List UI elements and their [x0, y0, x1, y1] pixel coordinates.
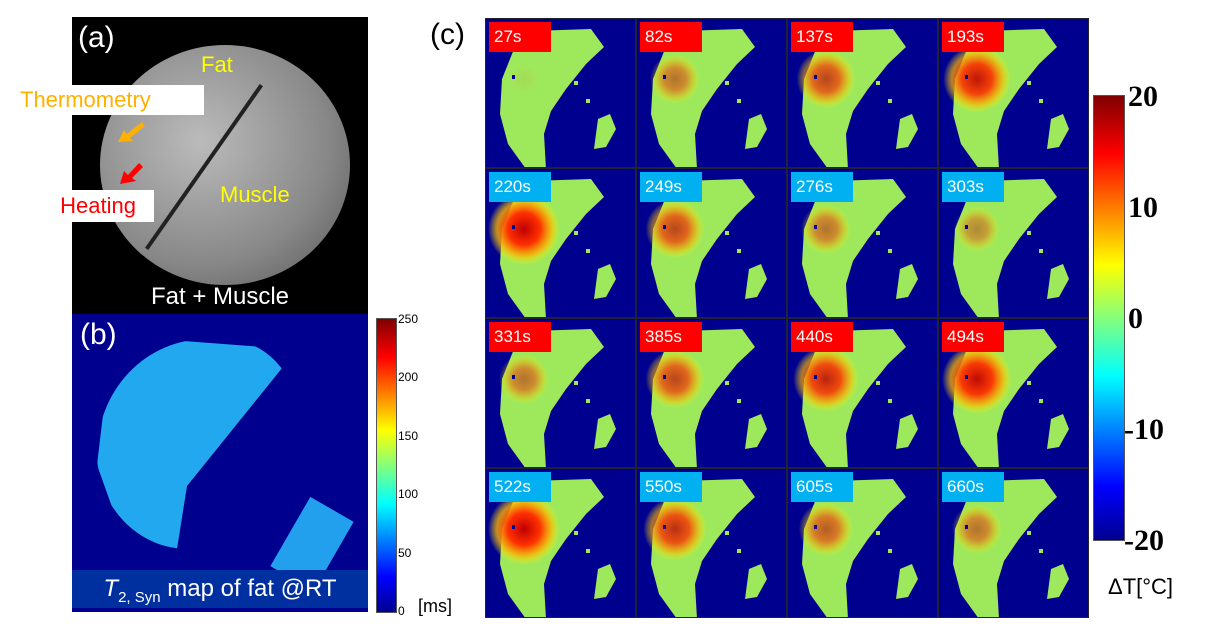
temperature-map-frame: 440s	[787, 318, 938, 468]
caption-b: T2, Syn map of fat @RT	[72, 570, 368, 608]
caption-b-t: T	[103, 575, 119, 602]
temperature-map-frame: 82s	[636, 18, 787, 168]
panel-b-t2-map: (b) T2, Syn map of fat @RT	[72, 314, 368, 612]
frame-time-label: 440s	[791, 322, 853, 352]
muscle-label: Muscle	[220, 182, 290, 207]
temperature-map	[488, 479, 616, 617]
temperature-map	[793, 329, 918, 467]
temperature-map	[499, 329, 616, 467]
temperature-map	[942, 329, 1069, 467]
colorbar-c-unit: ΔT[°C]	[1108, 574, 1174, 599]
colorbar-c-tick: 20	[1128, 80, 1158, 113]
thermometry-label: Thermometry	[0, 85, 204, 115]
temperature-map-frame: 605s	[787, 468, 938, 618]
colorbar-c-tick: 0	[1128, 302, 1143, 335]
temperature-map	[645, 179, 767, 317]
frame-time-label: 82s	[640, 22, 702, 52]
fat-t2-region	[97, 339, 297, 549]
frame-time-label: 220s	[489, 172, 551, 202]
frame-time-label: 660s	[942, 472, 1004, 502]
temperature-map-frame: 550s	[636, 468, 787, 618]
temperature-map-frame: 522s	[485, 468, 636, 618]
temperature-map	[796, 29, 918, 167]
temperature-map	[645, 329, 767, 467]
temperature-map	[801, 179, 918, 317]
temperature-map	[953, 179, 1069, 317]
caption-b-rest: map of fat @RT	[160, 575, 337, 602]
frame-time-label: 331s	[489, 322, 551, 352]
colorbar-b-tick: 250	[398, 312, 419, 326]
temperature-map-frame: 249s	[636, 168, 787, 318]
temperature-map-frame: 385s	[636, 318, 787, 468]
fat-label: Fat	[201, 52, 233, 77]
panel-a-label: (a)	[78, 21, 115, 54]
heating-arrow-icon	[120, 163, 143, 184]
frame-time-label: 605s	[791, 472, 853, 502]
heating-label: Heating	[0, 190, 154, 222]
frame-time-label: 27s	[489, 22, 551, 52]
panel-a-image: (a) Fat Muscle Fat + Muscle	[72, 17, 368, 314]
frame-time-label: 385s	[640, 322, 702, 352]
colorbar-c-tick: 10	[1128, 191, 1158, 224]
temperature-map	[650, 29, 767, 167]
temperature-map	[500, 29, 616, 167]
frame-time-label: 494s	[942, 322, 1004, 352]
frame-time-label: 193s	[942, 22, 1004, 52]
temperature-map-frame: 220s	[485, 168, 636, 318]
colorbar-b-tick: 50	[398, 545, 412, 560]
temperature-map-frame: 494s	[938, 318, 1089, 468]
temperature-map	[643, 479, 767, 617]
caption-b-sub: 2, Syn	[118, 588, 161, 606]
temperature-map-frame: 137s	[787, 18, 938, 168]
temperature-map-frame: 27s	[485, 18, 636, 168]
panel-c-label: (c)	[430, 18, 465, 51]
thermometry-arrow-icon	[118, 122, 145, 142]
colorbar-b-tick: 100	[398, 487, 419, 502]
temperature-map	[952, 479, 1069, 617]
colorbar-c-tick: -20	[1124, 524, 1164, 557]
frame-time-label: 276s	[791, 172, 853, 202]
temperature-map	[488, 179, 616, 317]
frame-time-label: 303s	[942, 172, 1004, 202]
temperature-map-frame: 331s	[485, 318, 636, 468]
caption-a: Fat + Muscle	[150, 283, 290, 310]
colorbar-b-unit: [ms]	[418, 596, 452, 616]
frame-time-label: 137s	[791, 22, 853, 52]
frame-time-label: 522s	[489, 472, 551, 502]
colorbar-b-tick: 150	[398, 428, 419, 443]
temperature-map-frame: 276s	[787, 168, 938, 318]
colorbar-c	[1093, 95, 1125, 541]
colorbar-b-tick: 200	[398, 370, 419, 385]
frame-time-label: 249s	[640, 172, 702, 202]
temperature-map	[943, 29, 1069, 167]
temperature-map-frame: 193s	[938, 18, 1089, 168]
temperature-map	[798, 479, 918, 617]
panel-b-label: (b)	[80, 318, 117, 351]
colorbar-b-tick: 0	[398, 604, 405, 618]
colorbar-b	[376, 318, 397, 613]
temperature-map-frame: 303s	[938, 168, 1089, 318]
temperature-map-frame: 660s	[938, 468, 1089, 618]
frame-time-label: 550s	[640, 472, 702, 502]
colorbar-c-tick: -10	[1124, 413, 1164, 446]
